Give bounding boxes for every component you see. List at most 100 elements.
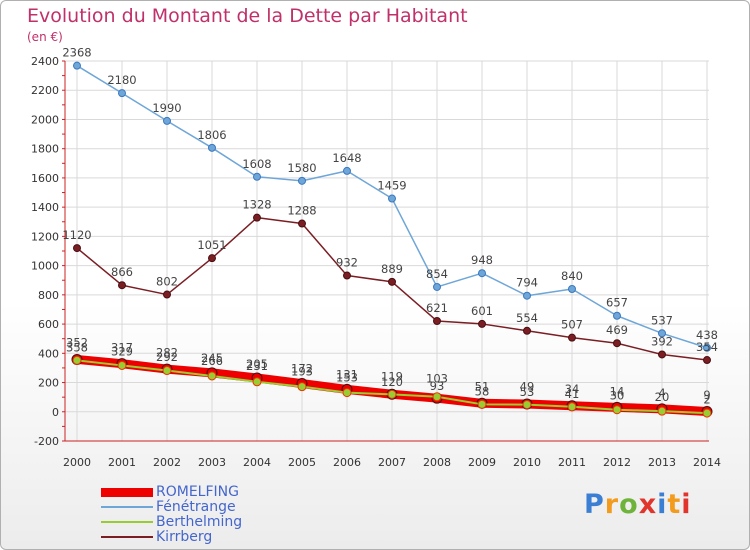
data-point [658, 350, 666, 359]
data-label: 1459 [377, 179, 406, 193]
proxiti-logo: Proxiti [584, 489, 692, 520]
data-point [298, 176, 306, 185]
data-label: 131 [336, 368, 358, 382]
y-tick-label: 1000 [31, 260, 59, 273]
x-tick-label: 2012 [603, 456, 631, 469]
data-point [253, 172, 261, 181]
x-tick-label: 2005 [288, 456, 316, 469]
data-label: 358 [66, 340, 88, 354]
legend-label: Fénétrange [156, 499, 236, 515]
data-label: 354 [696, 340, 718, 354]
data-label: 245 [201, 351, 223, 365]
y-tick-label: 2400 [31, 55, 59, 68]
y-tick-label: 400 [38, 347, 59, 360]
x-tick-label: 2002 [153, 456, 181, 469]
x-tick-label: 2004 [243, 456, 271, 469]
data-label: 866 [111, 265, 133, 279]
x-tick-label: 2011 [558, 456, 586, 469]
data-label: 120 [381, 375, 403, 389]
y-tick-label: 2200 [31, 84, 59, 97]
data-point [73, 244, 81, 253]
data-point [657, 406, 667, 416]
data-label: 1806 [197, 128, 226, 142]
data-label: 193 [291, 365, 313, 379]
data-label: 49 [520, 380, 535, 394]
data-point [568, 333, 576, 342]
data-label: 1288 [287, 204, 316, 218]
data-labels: 2368 2180 1990 1806 1608 1580 1648 1459 854 948 79… [62, 46, 718, 407]
data-point [163, 290, 171, 299]
legend-label: Kirrberg [156, 529, 213, 545]
data-point [388, 194, 396, 203]
y-tick-label: 2000 [31, 113, 59, 126]
data-point [343, 271, 351, 280]
y-tick-label: 0 [52, 406, 59, 419]
data-label: 41 [565, 387, 580, 401]
data-point [163, 116, 171, 125]
data-point [658, 329, 666, 338]
data-point [72, 355, 82, 365]
data-label: 802 [156, 275, 178, 289]
data-label: 205 [246, 357, 268, 371]
logo-letter: x [638, 489, 658, 520]
logo-letter: t [667, 489, 682, 520]
data-label: 30 [610, 388, 625, 402]
grid-lines [65, 60, 709, 442]
data-label: 854 [426, 267, 448, 281]
legend-swatch [101, 506, 153, 508]
data-point [118, 89, 126, 98]
data-label: 329 [111, 345, 133, 359]
data-label: 292 [156, 350, 178, 364]
data-point [523, 326, 531, 335]
y-tick-label: 600 [38, 318, 59, 331]
x-tick-label: 2010 [513, 456, 541, 469]
x-tick-label: 2014 [693, 456, 721, 469]
y-tick-label: 1400 [31, 201, 59, 214]
data-label: 20 [655, 390, 670, 404]
logo-letter: i [681, 489, 692, 520]
data-point [297, 382, 307, 392]
data-label: 282 [156, 346, 178, 360]
data-point [208, 254, 216, 263]
data-label: 2368 [62, 46, 91, 60]
legend-swatch [101, 536, 153, 538]
y-tick-label: 1800 [31, 143, 59, 156]
data-label: 554 [516, 311, 538, 325]
x-tick-label: 2001 [108, 456, 136, 469]
x-tick-label: 2008 [423, 456, 451, 469]
data-label: 438 [696, 328, 718, 342]
data-point [342, 388, 352, 398]
logo-letter: r [604, 489, 620, 520]
data-point [613, 311, 621, 320]
data-label: 1051 [197, 238, 226, 252]
data-label: 119 [381, 369, 403, 383]
x-tick-label: 2000 [63, 456, 91, 469]
data-point [703, 356, 711, 365]
data-label: 1648 [332, 151, 361, 165]
x-tick-label: 2003 [198, 456, 226, 469]
data-label: 53 [520, 385, 535, 399]
data-point [208, 143, 216, 152]
data-label: 58 [475, 384, 490, 398]
y-tick-label: 800 [38, 289, 59, 302]
data-point [118, 281, 126, 290]
data-point [613, 339, 621, 348]
data-label: 507 [561, 318, 583, 332]
data-point [433, 282, 441, 291]
data-point [477, 399, 487, 409]
data-point [478, 269, 486, 278]
data-label: 317 [111, 340, 133, 354]
data-label: 103 [426, 372, 448, 386]
data-point [523, 291, 531, 300]
y-tick-label: 1200 [31, 230, 59, 243]
data-label: 1580 [287, 161, 316, 175]
legend-label: Berthelming [156, 514, 243, 530]
data-label: 794 [516, 276, 538, 290]
data-label: 621 [426, 301, 448, 315]
x-tick-label: 2013 [648, 456, 676, 469]
axes: -200 0 200 400 600 800 1000 1200 1400 1600 1800 200… [31, 55, 721, 469]
data-point [567, 402, 577, 412]
data-point [207, 371, 217, 381]
data-point [388, 277, 396, 286]
